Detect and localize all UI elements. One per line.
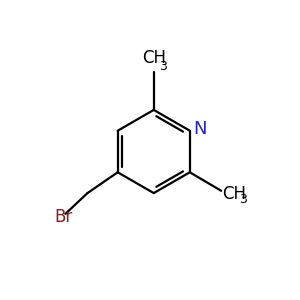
Text: N: N: [194, 120, 207, 138]
Text: CH: CH: [142, 49, 166, 67]
Text: CH: CH: [222, 184, 246, 202]
Text: Br: Br: [54, 208, 73, 226]
Text: 3: 3: [159, 60, 167, 73]
Text: 3: 3: [239, 193, 247, 206]
